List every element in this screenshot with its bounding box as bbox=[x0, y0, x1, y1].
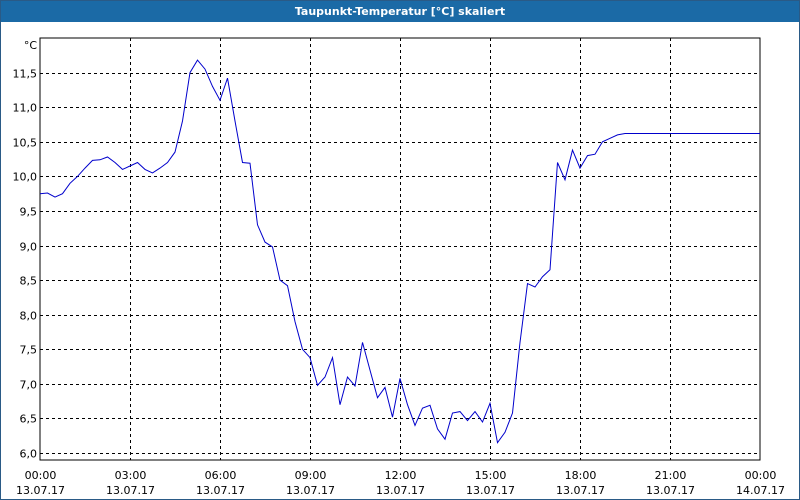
x-tick-time: 21:00 bbox=[655, 469, 687, 482]
y-tick-label: 6,5 bbox=[20, 413, 38, 426]
y-tick-label: 7,5 bbox=[20, 344, 38, 357]
x-tick-time: 12:00 bbox=[385, 469, 417, 482]
y-unit-label: °C bbox=[24, 39, 38, 52]
x-tick-time: 00:00 bbox=[25, 469, 57, 482]
x-tick-date: 13.07.17 bbox=[466, 484, 515, 497]
y-tick-label: 8,0 bbox=[20, 310, 38, 323]
x-tick-date: 13.07.17 bbox=[376, 484, 425, 497]
y-tick-label: 11,0 bbox=[13, 102, 38, 115]
x-tick-time: 18:00 bbox=[565, 469, 597, 482]
x-tick-date: 14.07.17 bbox=[736, 484, 785, 497]
x-tick-time: 15:00 bbox=[475, 469, 507, 482]
x-tick-time: 00:00 bbox=[745, 469, 777, 482]
x-tick-date: 13.07.17 bbox=[646, 484, 695, 497]
x-tick-time: 09:00 bbox=[295, 469, 327, 482]
y-tick-label: 6,0 bbox=[20, 448, 38, 461]
x-tick-date: 13.07.17 bbox=[556, 484, 605, 497]
y-tick-label: 8,5 bbox=[20, 275, 38, 288]
dew-point-line bbox=[39, 59, 760, 444]
y-tick-label: 7,0 bbox=[20, 379, 38, 392]
x-tick-time: 06:00 bbox=[205, 469, 237, 482]
y-tick-label: 11,5 bbox=[13, 68, 38, 81]
y-tick-label: 9,0 bbox=[20, 241, 38, 254]
x-tick-date: 13.07.17 bbox=[106, 484, 155, 497]
x-tick-date: 13.07.17 bbox=[16, 484, 65, 497]
y-tick-label: 10,5 bbox=[13, 137, 38, 150]
y-tick-label: 10,0 bbox=[13, 171, 38, 184]
chart-title: Taupunkt-Temperatur [°C] skaliert bbox=[1, 1, 799, 22]
x-tick-date: 13.07.17 bbox=[286, 484, 335, 497]
y-tick-label: 9,5 bbox=[20, 206, 38, 219]
x-tick-time: 03:00 bbox=[115, 469, 147, 482]
x-tick-date: 13.07.17 bbox=[196, 484, 245, 497]
